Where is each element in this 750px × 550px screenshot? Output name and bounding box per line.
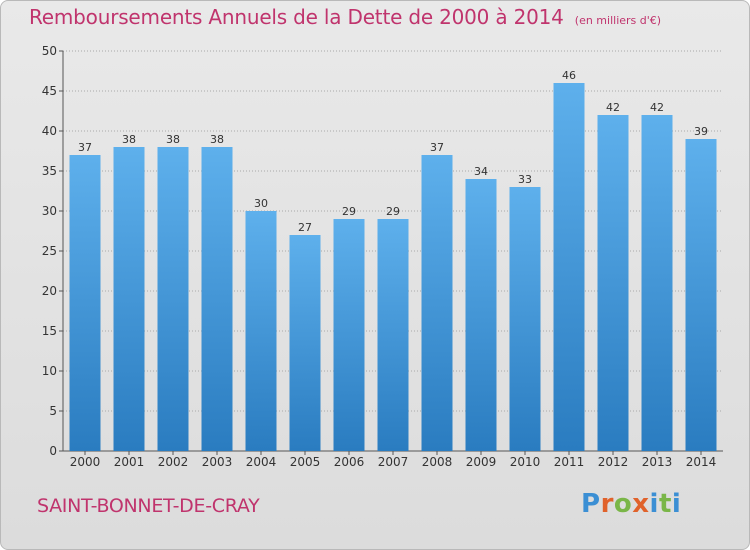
- chart-title: Remboursements Annuels de la Dette de 20…: [29, 5, 564, 29]
- x-tick-label-2007: 2007: [378, 455, 409, 469]
- x-tick-label-2009: 2009: [466, 455, 497, 469]
- value-label-2014: 39: [694, 125, 708, 138]
- bar-2014: [685, 139, 717, 451]
- x-tick-label-2003: 2003: [202, 455, 233, 469]
- y-tick-label: 30: [42, 204, 57, 218]
- logo-letter: r: [600, 489, 614, 519]
- bars: [69, 83, 717, 451]
- y-tick-label: 25: [42, 244, 57, 258]
- x-tick-label-2008: 2008: [422, 455, 453, 469]
- bar-2013: [641, 115, 673, 451]
- y-tick-label: 40: [42, 124, 57, 138]
- y-tick-label: 5: [49, 404, 57, 418]
- x-tick-label-2011: 2011: [554, 455, 585, 469]
- value-label-2011: 46: [562, 69, 576, 82]
- value-label-2009: 34: [474, 165, 488, 178]
- value-label-2006: 29: [342, 205, 356, 218]
- x-tick-label-2014: 2014: [686, 455, 717, 469]
- y-tick-label: 10: [42, 364, 57, 378]
- logo-letter: i: [671, 489, 682, 519]
- value-label-2005: 27: [298, 221, 312, 234]
- logo-letter: x: [632, 489, 650, 519]
- bar-2007: [377, 219, 409, 451]
- value-label-2002: 38: [166, 133, 180, 146]
- bar-2009: [465, 179, 497, 451]
- value-label-2010: 33: [518, 173, 532, 186]
- bar-2002: [157, 147, 189, 451]
- y-tick-label: 50: [42, 44, 57, 58]
- bar-2012: [597, 115, 629, 451]
- y-tick-label: 15: [42, 324, 57, 338]
- value-label-2012: 42: [606, 101, 620, 114]
- y-tick-label: 0: [49, 444, 57, 458]
- bar-2003: [201, 147, 233, 451]
- bar-2008: [421, 155, 453, 451]
- title-row: Remboursements Annuels de la Dette de 20…: [29, 5, 661, 29]
- proxiti-logo: Proxiti: [581, 489, 681, 519]
- x-tick-label-2006: 2006: [334, 455, 365, 469]
- y-tick-label: 45: [42, 84, 57, 98]
- x-tick-label-2004: 2004: [246, 455, 277, 469]
- logo-letter: i: [649, 489, 659, 519]
- value-label-2004: 30: [254, 197, 268, 210]
- bar-2010: [509, 187, 541, 451]
- x-tick-label-2001: 2001: [114, 455, 145, 469]
- y-tick-label: 35: [42, 164, 57, 178]
- x-tick-label-2005: 2005: [290, 455, 321, 469]
- value-label-2003: 38: [210, 133, 224, 146]
- logo-letter: P: [581, 489, 601, 519]
- logo-letter: t: [658, 489, 672, 519]
- bar-2005: [289, 235, 321, 451]
- bar-2006: [333, 219, 365, 451]
- value-label-2007: 29: [386, 205, 400, 218]
- value-label-2008: 37: [430, 141, 444, 154]
- commune-name: SAINT-BONNET-DE-CRAY: [37, 495, 260, 517]
- labels: 0 5 10 15 20 25 30 35 40 45 50 37 2000 38 2001 38 2002 38…: [42, 44, 717, 469]
- x-tick-label-2002: 2002: [158, 455, 189, 469]
- y-tick-label: 20: [42, 284, 57, 298]
- bar-2000: [69, 155, 101, 451]
- value-label-2013: 42: [650, 101, 664, 114]
- x-tick-label-2010: 2010: [510, 455, 541, 469]
- value-label-2000: 37: [78, 141, 92, 154]
- x-tick-label-2012: 2012: [598, 455, 629, 469]
- x-tick-label-2013: 2013: [642, 455, 673, 469]
- logo-letter: o: [613, 489, 633, 519]
- bar-2004: [245, 211, 277, 451]
- unit-note: (en milliers d'€): [574, 14, 662, 27]
- value-label-2001: 38: [122, 133, 136, 146]
- bar-2011: [553, 83, 585, 451]
- bar-2001: [113, 147, 145, 451]
- x-tick-label-2000: 2000: [70, 455, 101, 469]
